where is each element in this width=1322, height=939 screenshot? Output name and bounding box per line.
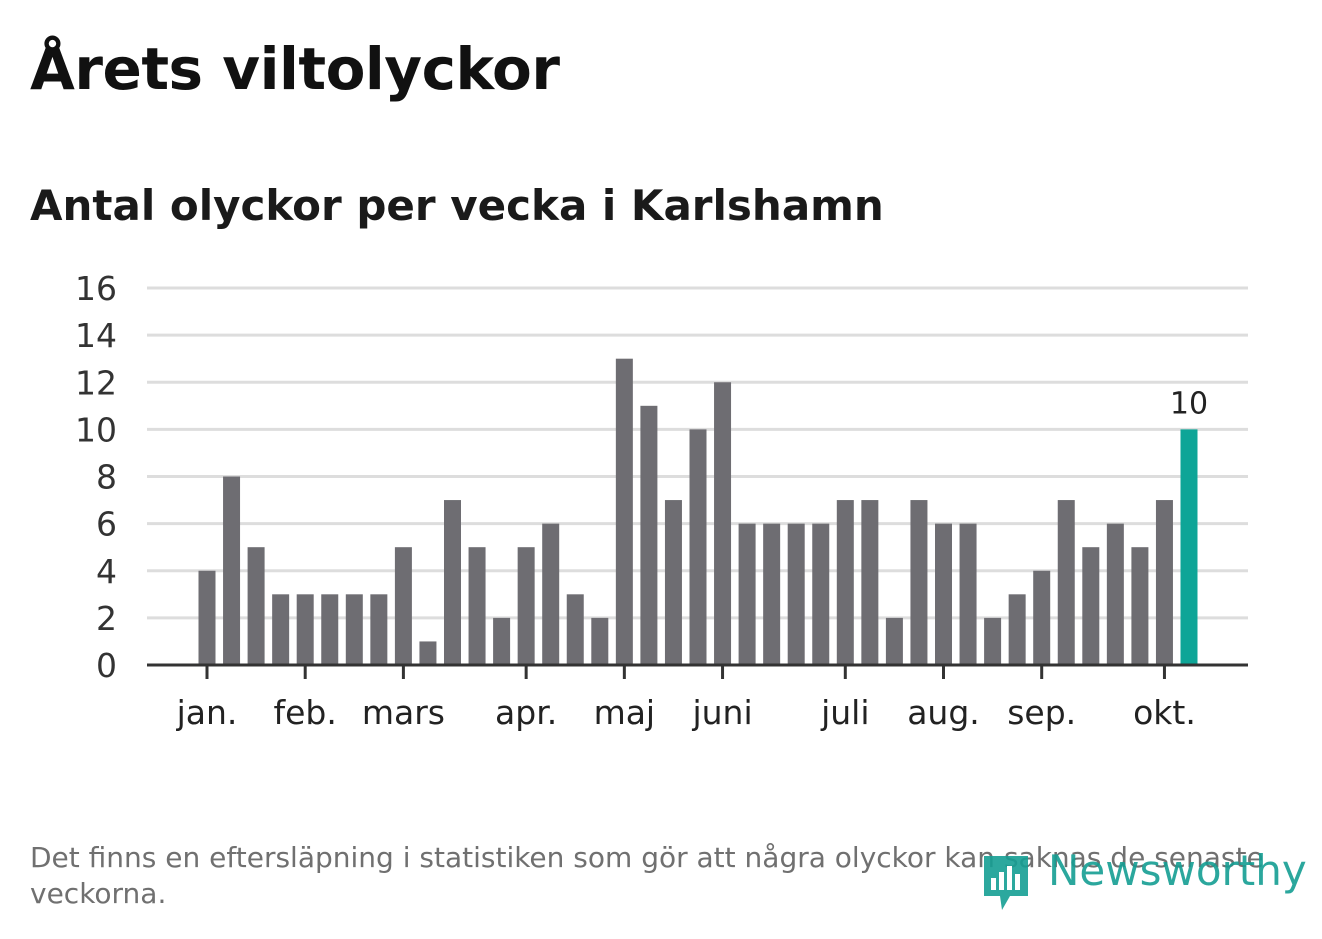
bar	[321, 594, 339, 665]
x-tick-label: aug.	[907, 693, 980, 732]
chart-subtitle: Antal olyckor per vecka i Karlshamn	[30, 181, 884, 230]
bar	[198, 570, 216, 665]
bar	[615, 358, 633, 665]
x-tick-label: mars	[362, 693, 445, 732]
bar	[591, 617, 609, 665]
x-tick-label: juli	[820, 693, 869, 732]
bar	[272, 594, 290, 665]
bar	[370, 594, 388, 665]
bar	[517, 547, 535, 665]
bar	[419, 641, 437, 665]
bar	[247, 547, 265, 665]
y-tick-label: 10	[75, 410, 117, 449]
y-axis-ticks: 0 2 4 6 8 10 12 14 16	[75, 269, 117, 685]
y-tick-label: 2	[96, 599, 117, 638]
newsworthy-logo-icon	[984, 856, 1028, 910]
bar-highlight	[1180, 429, 1198, 665]
y-tick-label: 8	[96, 458, 117, 497]
highlight-value-label: 10	[1170, 386, 1208, 421]
x-tick-label: sep.	[1007, 693, 1076, 732]
x-tick-label: apr.	[495, 693, 557, 732]
bar	[714, 382, 732, 665]
x-tick-label: jan.	[176, 693, 238, 732]
x-tick-label: juni	[691, 693, 752, 732]
bar	[885, 617, 903, 665]
bar	[640, 405, 658, 665]
x-axis: jan. feb. mars apr. maj juni juli aug. sep. okt.	[147, 663, 1248, 732]
bar	[1008, 594, 1026, 665]
bar	[1106, 523, 1124, 665]
x-tick-label: okt.	[1133, 693, 1196, 732]
bar	[223, 476, 241, 665]
newsworthy-logo-text: Newsworthy	[1048, 846, 1307, 895]
bar	[763, 523, 781, 665]
bar	[861, 500, 879, 665]
y-tick-label: 14	[75, 316, 117, 355]
bar	[984, 617, 1002, 665]
y-tick-label: 0	[96, 646, 117, 685]
bar	[664, 500, 682, 665]
bar	[959, 523, 977, 665]
x-tick-label: maj	[594, 693, 656, 732]
bar	[444, 500, 461, 665]
chart-title: Årets viltolyckor	[30, 35, 560, 103]
bar	[542, 523, 560, 665]
bar	[345, 594, 363, 665]
bar	[1057, 500, 1075, 665]
bar	[812, 523, 830, 665]
bar	[910, 500, 928, 665]
bar	[566, 594, 584, 665]
bar	[1131, 547, 1149, 665]
data-labels: 10	[1170, 386, 1208, 421]
bar	[935, 523, 952, 665]
bar	[1033, 570, 1051, 665]
newsworthy-logo[interactable]: Newsworthy	[980, 846, 1307, 912]
y-tick-label: 6	[96, 505, 117, 544]
bar	[493, 617, 511, 665]
y-tick-label: 16	[75, 269, 117, 308]
footnote: Det finns en eftersläpning i statistiken…	[30, 841, 1264, 910]
bar	[787, 523, 805, 665]
y-tick-label: 12	[75, 363, 117, 402]
bar	[1155, 500, 1173, 665]
bar	[468, 547, 486, 665]
bars	[198, 358, 1198, 665]
bar	[689, 429, 707, 665]
bar	[1082, 547, 1100, 665]
bar	[738, 523, 756, 665]
bar	[296, 594, 314, 665]
y-tick-label: 4	[96, 552, 117, 591]
x-tick-label: feb.	[274, 693, 337, 732]
bar	[394, 547, 412, 665]
bar	[836, 500, 854, 665]
